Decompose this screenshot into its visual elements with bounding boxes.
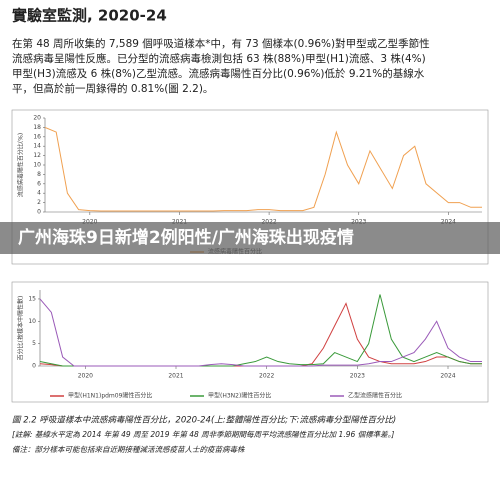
paragraph-line: 平，但高於前一周錄得的 0.81%(圖 2.2)。: [12, 82, 213, 95]
watermark-band: [0, 222, 500, 254]
chart-frame: [11, 281, 489, 403]
x-tick-label: 2024: [440, 373, 455, 380]
y-tick-label: 16: [33, 133, 41, 140]
y-tick-label: 20: [33, 115, 41, 122]
y-tick-label: 5: [32, 340, 36, 347]
y-tick-label: 12: [33, 152, 41, 159]
legend-label: 甲型(H3N2)陽性百分比: [208, 392, 271, 400]
legend-label: 甲型(H1N1)pdm09陽性百分比: [68, 392, 152, 400]
y-tick-label: 0: [37, 209, 41, 216]
y-tick-label: 4: [37, 190, 41, 197]
x-tick-label: 2021: [168, 373, 183, 380]
y-tick-label: 18: [33, 124, 41, 131]
watermark: 广州海珠9日新增2例阳性/广州海珠出现疫情: [18, 227, 354, 248]
x-tick-label: 2022: [259, 373, 274, 380]
y-tick-label: 0: [32, 363, 36, 370]
caption-line: [註解: 基線水平定為 2014 年第 49 周至 2019 年第 48 周非季…: [12, 430, 394, 439]
paragraph-line: 在第 48 周所收集的 7,589 個呼吸道樣本*中，有 73 個樣本(0.96…: [12, 37, 430, 50]
legend-label: 乙型流感陽性百分比: [348, 392, 402, 400]
y-tick-label: 8: [37, 171, 41, 178]
y-tick-label: 6: [37, 180, 41, 187]
y-tick-label: 2: [37, 199, 41, 206]
paragraph-line: 流感病毒呈陽性反應。已分型的流感病毒檢測包括 63 株(88%)甲型(H1)流感…: [12, 52, 426, 65]
caption-line: 備注：部分樣本可能包括來自近期接種減活流感疫苗人士的疫苗病毒株: [12, 445, 246, 454]
y-tick-label: 10: [28, 318, 36, 325]
y-axis-label: 流感病毒陽性百分比(%): [17, 133, 25, 197]
chart-frame: [11, 109, 489, 265]
caption-line: 圖 2.2 呼吸道樣本中流感病毒陽性百分比，2020-24(上:整體陽性百分比;…: [12, 415, 396, 426]
x-tick-label: 2020: [78, 373, 93, 380]
y-tick-label: 10: [33, 162, 41, 169]
series-line: [39, 294, 482, 367]
series-line: [39, 298, 482, 367]
paragraph-line: 甲型(H3)流感及 6 株(8%)乙型流感。流感病毒陽性百分比(0.96%)低於…: [12, 67, 425, 80]
y-tick-label: 14: [33, 143, 41, 150]
y-tick-label: 15: [28, 295, 36, 302]
y-axis-label: 百分比(按樣本中陽性數): [17, 296, 25, 361]
x-tick-label: 2023: [350, 373, 365, 380]
series-line: [39, 302, 482, 367]
series-line: [44, 126, 482, 212]
title: 實驗室監測, 2020-24: [12, 7, 167, 25]
